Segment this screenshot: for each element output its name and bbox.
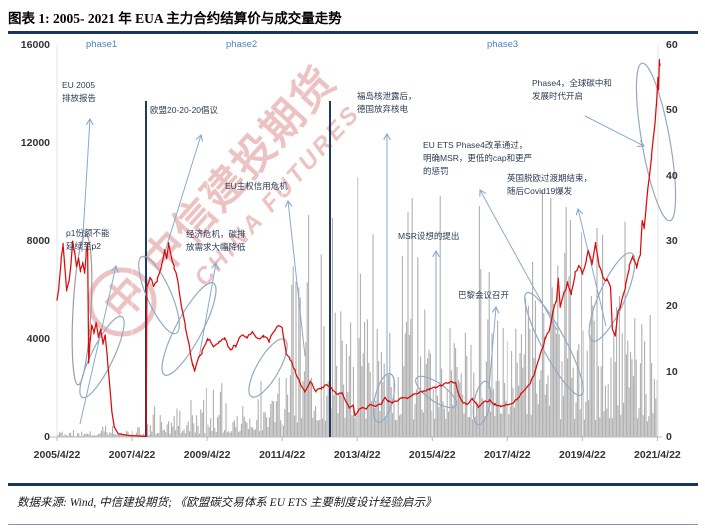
y-axis-label-left: 16000	[20, 39, 50, 51]
highlight-ellipse	[588, 252, 636, 342]
annotation-arrow	[480, 190, 558, 331]
x-axis-label: 2011/4/22	[259, 449, 306, 461]
y-axis-label-right: 20	[666, 300, 678, 313]
y-axis-label-left: 8000	[26, 235, 50, 247]
event-annotation: 欧盟20-20-20倡议	[150, 105, 219, 115]
x-axis-label: 2009/4/22	[183, 449, 231, 461]
y-axis-label-right: 30	[666, 235, 678, 247]
price-line	[56, 58, 661, 437]
event-annotation: 福岛核泄露后， 德国放弃核电	[357, 91, 417, 114]
highlight-ellipse	[79, 315, 125, 399]
y-axis-label-left: 0	[44, 431, 50, 443]
y-axis-label-left: 4000	[26, 333, 50, 345]
event-annotation: p1份额不能 延续至p2	[66, 228, 110, 251]
y-axis-label-right: 0	[666, 431, 672, 443]
annotation-arrow	[198, 263, 216, 359]
event-annotation: Phase4，全球碳中和 发展时代开启	[532, 78, 612, 101]
highlight-ellipse	[372, 373, 396, 423]
x-axis-label: 2017/4/22	[483, 449, 531, 461]
volume-bars	[57, 177, 658, 437]
highlight-ellipse	[71, 234, 93, 386]
x-axis-label: 2007/4/22	[108, 449, 156, 461]
y-axis-label-left: 12000	[20, 137, 50, 149]
event-annotation: EU ETS Phase4改革通过， 明确MSR，更低的cap和更严 的惩罚	[423, 140, 533, 176]
highlight-ellipse	[161, 282, 217, 376]
x-axis-label: 2021/4/22	[634, 449, 681, 461]
y-axis-label-right: 10	[666, 365, 678, 378]
footer-rule	[8, 483, 698, 486]
y-axis-label-right: 40	[666, 169, 678, 182]
event-annotation: 巴黎会议召开	[458, 290, 510, 300]
phase-label: phase2	[226, 39, 258, 50]
annotation-arrow	[584, 115, 644, 146]
event-annotation: MSR设想的提出	[398, 231, 460, 241]
y-axis-label-right: 60	[666, 39, 678, 51]
annotation-arrow	[488, 307, 496, 389]
data-source: 数据来源: Wind, 中信建投期货; 《欧盟碳交易体系 EU ETS 主要制度…	[17, 497, 437, 509]
x-axis-label: 2005/4/22	[33, 449, 81, 461]
event-annotation: EU主权信用危机	[225, 181, 288, 191]
event-annotation: EU 2005 排放报告	[62, 80, 97, 103]
title-rule	[8, 31, 698, 34]
annotation-arrow	[578, 209, 607, 327]
annotation-arrow	[162, 135, 201, 259]
annotation-arrow	[288, 201, 306, 357]
y-axis-label-right: 50	[666, 104, 678, 117]
phase-label: phase1	[86, 39, 118, 50]
bottom-hairline	[8, 524, 698, 525]
annotation-arrow	[81, 119, 90, 253]
event-annotation: 经济危机，碳排 放需求大幅降低	[186, 229, 246, 252]
x-axis-label: 2019/4/22	[558, 449, 606, 461]
annotation-arrow	[79, 266, 116, 425]
figure-title: 图表 1: 2005- 2021 年 EUA 主力合约结算价与成交量走势	[8, 11, 342, 26]
highlight-ellipse	[138, 255, 180, 335]
highlight-ellipse	[524, 291, 584, 397]
x-axis-label: 2013/4/22	[333, 449, 381, 461]
phase-label: phase3	[487, 39, 519, 50]
x-axis-label: 2015/4/22	[408, 449, 456, 461]
event-annotation: 英国脱欧过渡期结束， 随后Covid19爆发	[507, 173, 593, 196]
